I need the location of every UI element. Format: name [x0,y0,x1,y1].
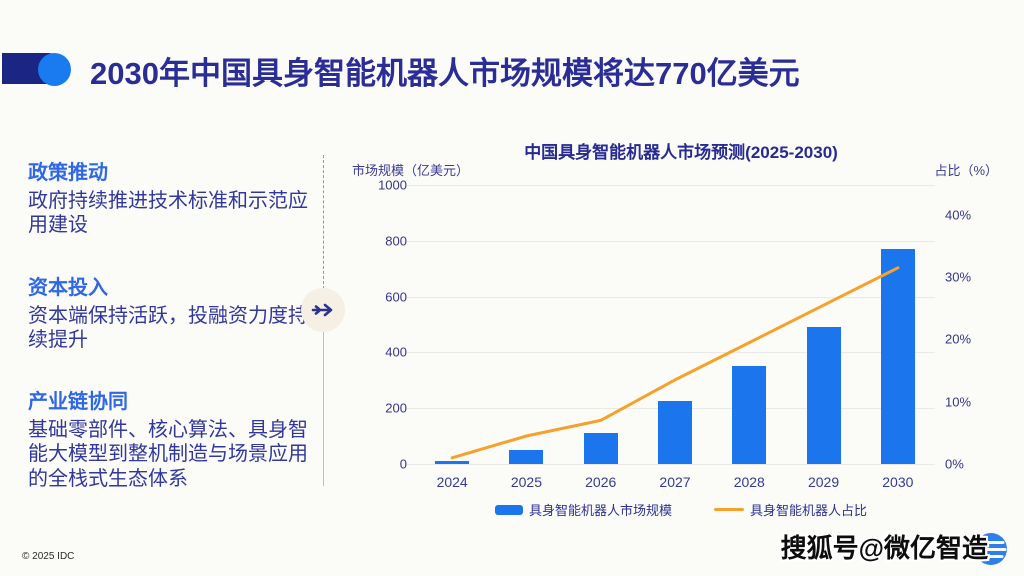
bar-2028 [732,366,767,464]
factor-industry-chain: 产业链协同 基础零部件、核心算法、具身智能大模型到整机制造与场景应用的全栈式生态… [28,385,313,491]
right-axis-tick: 0% [945,456,964,472]
legend-item: 具身智能机器人占比 [714,500,867,519]
right-axis-tick: 30% [945,269,972,285]
legend-bar-swatch [494,504,523,515]
right-axis-label: 占比（%） [934,163,998,178]
legend-label: 具身智能机器人市场规模 [528,503,672,518]
x-axis-tick: 2028 [733,474,765,490]
left-axis-tick: 1000 [378,177,407,193]
factor-body: 政府持续推进技术标准和示范应用建设 [28,190,308,237]
left-axis-tick: 400 [385,344,407,360]
factor-body: 基础零部件、核心算法、具身智能大模型到整机制造与场景应用的全栈式生态体系 [28,419,308,490]
right-axis-tick: 20% [945,331,972,347]
factor-heading: 政策推动 [28,162,108,184]
chart-title: 中国具身智能机器人市场预测(2025-2030) [524,143,838,162]
ratio-line [450,266,900,460]
arrow-badge [301,288,345,332]
divider-solid-line [323,332,324,486]
arrow-right-icon [311,303,333,317]
bar-2025 [509,450,544,464]
x-axis-tick: 2030 [882,474,914,490]
chart-legend: 具身智能机器人市场规模 具身智能机器人占比 [350,500,1012,519]
bar-2027 [658,401,692,464]
factor-policy: 政策推动 政府持续推进技术标准和示范应用建设 [28,156,313,238]
bar-2026 [583,433,618,464]
gridline [407,185,935,186]
chart: 中国具身智能机器人市场预测(2025-2030) 市场规模（亿美元） 占比（%）… [350,138,1012,528]
factor-heading: 产业链协同 [28,391,128,413]
left-axis-tick: 200 [385,400,407,416]
title-decoration-dot [38,53,71,86]
gridline [407,240,935,242]
gridline [407,464,935,465]
x-axis-tick: 2026 [585,474,617,490]
bar-2029 [806,327,841,464]
left-axis-tick: 600 [385,289,407,305]
right-axis-tick: 40% [945,207,972,223]
x-axis-tick: 2027 [659,474,691,490]
x-axis-tick: 2029 [807,474,840,490]
legend-label: 具身智能机器人占比 [750,503,868,518]
bar-2030 [880,249,915,464]
x-axis-tick: 2025 [510,474,542,490]
left-axis-tick: 800 [385,233,407,249]
left-axis-tick: 0 [399,456,407,472]
factor-capital: 资本投入 资本端保持活跃，投融资力度持续提升 [28,271,313,353]
gridline [407,296,935,298]
page-title: 2030年中国具身智能机器人市场规模将达770亿美元 [90,56,800,91]
x-axis-tick: 2024 [436,474,468,490]
legend-line-swatch [714,508,744,511]
watermark-text: 搜狐号@微亿智造 [780,533,988,563]
right-axis-tick: 10% [945,394,972,410]
gridline [407,352,935,354]
factor-heading: 资本投入 [28,277,108,299]
copyright-note: © 2025 IDC [22,551,75,562]
factor-body: 资本端保持活跃，投融资力度持续提升 [28,305,308,352]
watermark: 搜狐号@微亿智造 [781,528,1010,568]
plot-area: 0 200 400 600 800 1000 0% 10% 20% 30% 40% 2024 2025 2… [378,178,971,491]
publisher-globe-icon [975,533,1007,565]
divider-dashed-line [323,155,324,289]
legend-item: 具身智能机器人市场规模 [494,500,672,519]
left-axis-label: 市场规模（亿美元） [352,163,470,178]
bar-2024 [435,461,470,464]
